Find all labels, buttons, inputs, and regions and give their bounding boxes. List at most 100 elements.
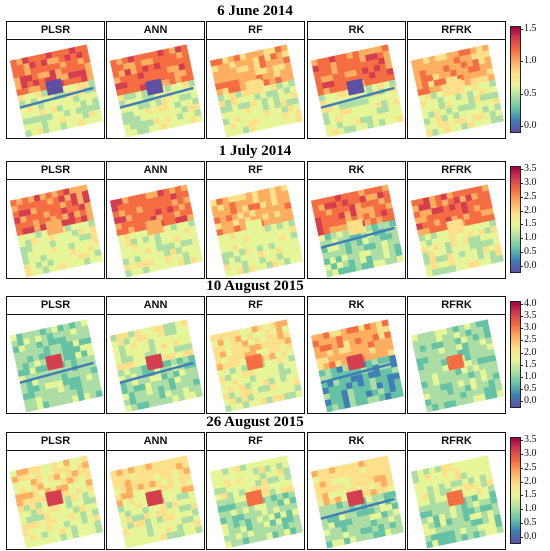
colorbar-tick-label: 0.5: [520, 87, 537, 99]
prediction-map: [410, 184, 504, 278]
map-panel-rf: RF: [206, 161, 305, 279]
channel-streak: [119, 361, 194, 384]
colorbar-tick-label: 3.5: [520, 434, 537, 445]
colorbar-tick-label: 1.0: [520, 503, 537, 515]
channel-streak: [320, 497, 395, 520]
map-panel-rf: RF: [206, 432, 305, 550]
date-title: 6 June 2014: [217, 3, 293, 19]
central-feature: [446, 218, 465, 236]
central-feature: [346, 218, 365, 236]
colorbar-tick-label: 3.0: [520, 176, 537, 188]
map-panel-ann: ANN: [106, 432, 205, 550]
central-feature: [346, 353, 365, 371]
date-section: 1 July 2014 PLSR ANN RF RK RFRK 3.5 3.0 2.5 2.0 1.…: [0, 142, 550, 280]
colorbar-tick-label: 3.0: [520, 447, 537, 459]
prediction-map: [209, 184, 303, 278]
central-feature: [245, 218, 264, 236]
central-feature: [45, 218, 64, 236]
prediction-map: [310, 44, 404, 138]
date-section: 26 August 2015 PLSR ANN RF RK RFRK 3.5 3.0 2.5 2.…: [0, 413, 550, 551]
method-label: RK: [308, 22, 405, 40]
map-panel-rf: RF: [206, 296, 305, 414]
method-label: RF: [207, 433, 304, 451]
prediction-map: [209, 44, 303, 138]
map-panel-ann: ANN: [106, 161, 205, 279]
colorbar-tick-label: 1.0: [520, 55, 537, 67]
map-panel-plsr: PLSR: [6, 21, 105, 139]
map-panel-plsr: PLSR: [6, 161, 105, 279]
method-label: PLSR: [7, 433, 104, 451]
prediction-map: [109, 184, 203, 278]
method-label: ANN: [107, 433, 204, 451]
method-label: RF: [207, 297, 304, 315]
method-label: ANN: [107, 22, 204, 40]
date-title: 10 August 2015: [206, 278, 304, 294]
channel-streak: [320, 361, 395, 384]
method-label: RFRK: [408, 162, 505, 180]
map-panel-ann: ANN: [106, 296, 205, 414]
colorbar-tick-label: 4.0: [520, 298, 537, 309]
prediction-map: [109, 455, 203, 549]
central-feature: [45, 489, 64, 507]
colorbar-tick-label: 3.5: [520, 310, 537, 322]
date-title: 1 July 2014: [218, 143, 292, 159]
map-panel-rf: RF: [206, 21, 305, 139]
date-section: 6 June 2014 PLSR ANN RF RK RFRK 1.5 1.0 0.5 0.0: [0, 2, 550, 140]
central-feature: [245, 489, 264, 507]
prediction-map: [9, 455, 103, 549]
prediction-map: [410, 44, 504, 138]
colorbar-tick-label: 3.5: [520, 163, 537, 174]
method-label: RF: [207, 162, 304, 180]
colorbar-tick-label: 1.0: [520, 370, 537, 382]
central-feature: [446, 353, 465, 371]
central-feature: [145, 353, 164, 371]
map-panel-rk: RK: [307, 432, 406, 550]
colorbar-tick-label: 1.5: [520, 218, 537, 230]
central-feature: [145, 218, 164, 236]
map-panel-rfrk: RFRK: [407, 432, 506, 550]
central-feature: [446, 489, 465, 507]
prediction-map: [310, 184, 404, 278]
colorbar-tick-label: 1.5: [520, 358, 537, 370]
prediction-map: [209, 455, 303, 549]
colorbar-tick-label: 2.5: [520, 461, 537, 473]
prediction-map: [209, 319, 303, 413]
colorbar-tick-label: 3.0: [520, 322, 537, 334]
colorbar-tick-label: 0.5: [520, 517, 537, 529]
channel-streak: [320, 226, 395, 249]
prediction-map: [109, 319, 203, 413]
method-label: RF: [207, 22, 304, 40]
map-panel-rfrk: RFRK: [407, 21, 506, 139]
method-label: PLSR: [7, 297, 104, 315]
colorbar-tick-label: 2.0: [520, 346, 537, 358]
colorbar-tick-label: 0.0: [520, 395, 537, 406]
colorbar-tick-label: 1.5: [520, 489, 537, 501]
colorbar: [510, 437, 521, 544]
colorbar-tick-label: 0.0: [520, 260, 537, 271]
method-label: PLSR: [7, 162, 104, 180]
method-label: ANN: [107, 297, 204, 315]
colorbar: [510, 301, 521, 408]
central-feature: [245, 353, 264, 371]
map-panel-rk: RK: [307, 296, 406, 414]
prediction-map: [9, 44, 103, 138]
map-panel-plsr: PLSR: [6, 432, 105, 550]
colorbar-tick-label: 0.5: [520, 246, 537, 258]
central-feature: [45, 353, 64, 371]
prediction-map: [9, 319, 103, 413]
channel-streak: [119, 86, 194, 109]
central-feature: [145, 489, 164, 507]
colorbar: [510, 166, 521, 273]
colorbar-tick-label: 1.5: [520, 23, 537, 34]
method-label: RFRK: [408, 22, 505, 40]
prediction-map: [410, 455, 504, 549]
channel-streak: [320, 86, 395, 109]
map-panel-rfrk: RFRK: [407, 161, 506, 279]
colorbar-tick-label: 2.5: [520, 334, 537, 346]
prediction-map: [310, 319, 404, 413]
map-panel-rfrk: RFRK: [407, 296, 506, 414]
prediction-map: [9, 184, 103, 278]
colorbar-tick-label: 1.0: [520, 232, 537, 244]
map-panel-rk: RK: [307, 21, 406, 139]
central-feature: [346, 489, 365, 507]
